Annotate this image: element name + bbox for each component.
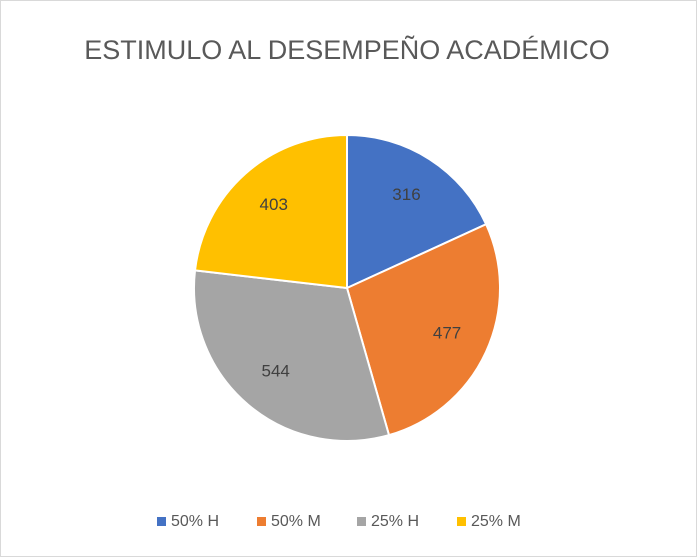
data-label: 477 xyxy=(433,324,461,343)
pie-slice xyxy=(346,133,488,290)
data-label: 403 xyxy=(260,195,288,214)
legend-label: 50% H xyxy=(171,513,219,530)
legend-swatch xyxy=(157,517,166,526)
data-label: 316 xyxy=(392,185,420,204)
pie-slice xyxy=(345,222,501,437)
pie-slice xyxy=(193,269,391,442)
legend-swatch xyxy=(257,517,266,526)
legend-label: 50% M xyxy=(271,513,321,530)
data-label: 544 xyxy=(261,361,289,380)
legend-swatch xyxy=(457,517,466,526)
legend-swatch xyxy=(357,517,366,526)
pie-slice xyxy=(193,133,348,290)
chart-title: ESTIMULO AL DESEMPEÑO ACADÉMICO xyxy=(84,34,610,65)
legend-label: 25% H xyxy=(371,513,419,530)
legend-label: 25% M xyxy=(471,513,521,530)
